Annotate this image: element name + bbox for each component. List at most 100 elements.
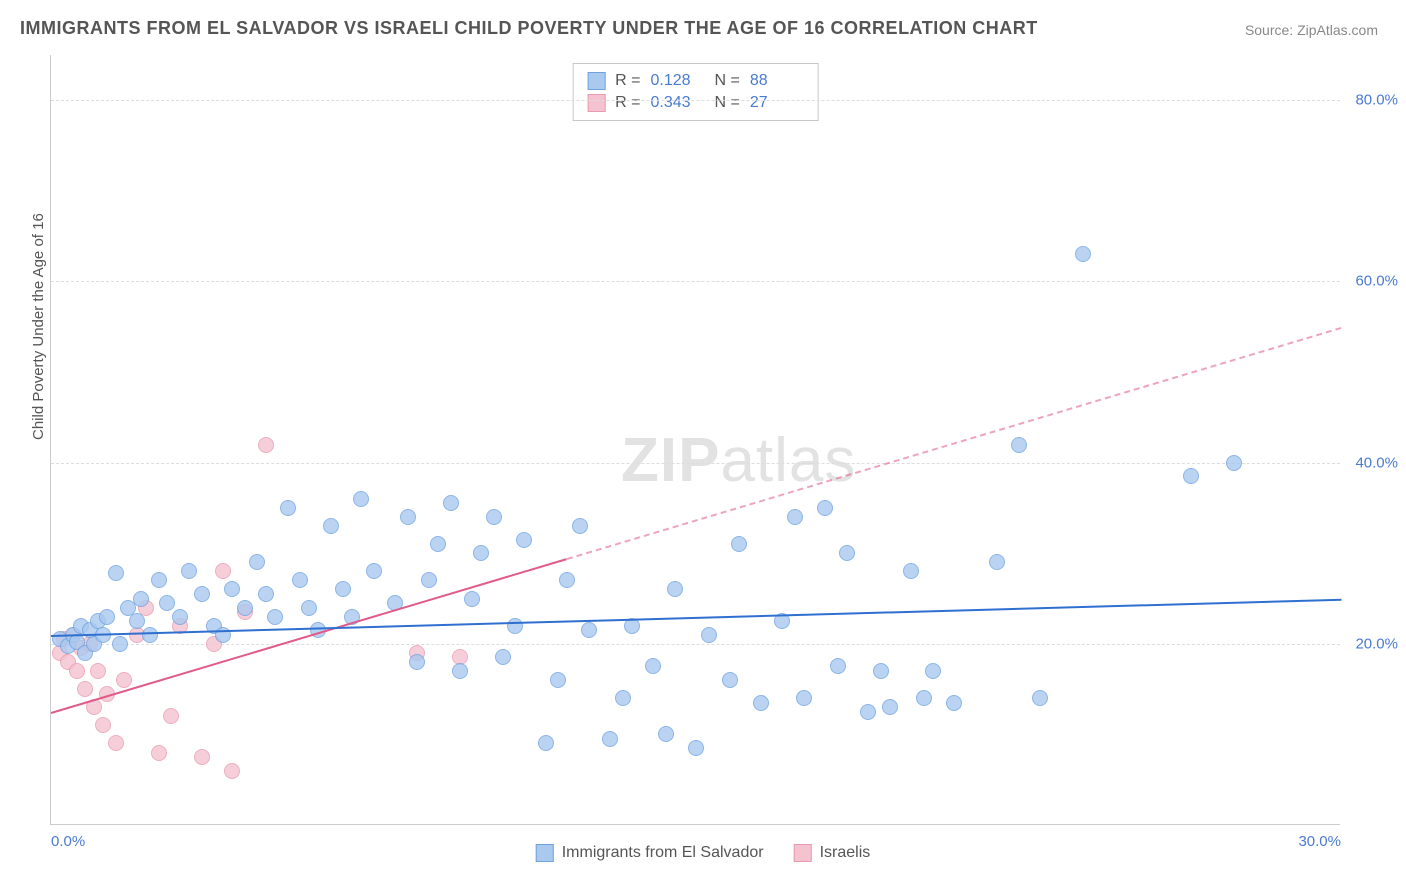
scatter-point <box>645 658 661 674</box>
scatter-point <box>495 649 511 665</box>
scatter-point <box>224 763 240 779</box>
n-value-1: 27 <box>750 94 804 112</box>
x-tick-label: 0.0% <box>51 833 85 850</box>
gridline <box>51 281 1340 282</box>
swatch-series-1 <box>587 94 605 112</box>
scatter-point <box>95 717 111 733</box>
scatter-point <box>133 591 149 607</box>
scatter-point <box>292 572 308 588</box>
y-axis-title: Child Poverty Under the Age of 16 <box>30 213 47 440</box>
scatter-point <box>194 586 210 602</box>
scatter-point <box>172 609 188 625</box>
n-label: N = <box>715 72 740 90</box>
scatter-point <box>1032 690 1048 706</box>
scatter-point <box>400 509 416 525</box>
scatter-point <box>946 695 962 711</box>
scatter-point <box>108 735 124 751</box>
scatter-point <box>516 532 532 548</box>
scatter-point <box>550 672 566 688</box>
scatter-point <box>267 609 283 625</box>
scatter-point <box>151 572 167 588</box>
stats-row-series-1: R = 0.343 N = 27 <box>587 92 804 114</box>
scatter-point <box>151 745 167 761</box>
legend-label-0: Immigrants from El Salvador <box>562 844 764 862</box>
scatter-point <box>224 581 240 597</box>
scatter-point <box>1075 246 1091 262</box>
scatter-point <box>538 735 554 751</box>
scatter-point <box>602 731 618 747</box>
scatter-point <box>280 500 296 516</box>
scatter-point <box>301 600 317 616</box>
scatter-point <box>108 565 124 581</box>
stats-row-series-0: R = 0.128 N = 88 <box>587 70 804 92</box>
scatter-point <box>129 613 145 629</box>
scatter-point <box>916 690 932 706</box>
scatter-point <box>430 536 446 552</box>
scatter-point <box>507 618 523 634</box>
scatter-point <box>925 663 941 679</box>
scatter-point <box>1226 455 1242 471</box>
scatter-point <box>473 545 489 561</box>
y-tick-label: 60.0% <box>1355 273 1398 290</box>
stats-legend: R = 0.128 N = 88 R = 0.343 N = 27 <box>572 63 819 121</box>
scatter-point <box>249 554 265 570</box>
swatch-series-1 <box>794 844 812 862</box>
y-tick-label: 40.0% <box>1355 454 1398 471</box>
scatter-point <box>116 672 132 688</box>
scatter-point <box>581 622 597 638</box>
scatter-point <box>464 591 480 607</box>
gridline <box>51 100 1340 101</box>
y-tick-label: 80.0% <box>1355 92 1398 109</box>
scatter-point <box>658 726 674 742</box>
scatter-point <box>830 658 846 674</box>
plot-area: ZIPatlas R = 0.128 N = 88 R = 0.343 N = … <box>50 55 1340 825</box>
scatter-point <box>839 545 855 561</box>
scatter-point <box>1011 437 1027 453</box>
scatter-point <box>860 704 876 720</box>
r-value-1: 0.343 <box>651 94 705 112</box>
scatter-point <box>112 636 128 652</box>
scatter-point <box>77 681 93 697</box>
y-tick-label: 20.0% <box>1355 635 1398 652</box>
scatter-point <box>443 495 459 511</box>
scatter-point <box>817 500 833 516</box>
r-label: R = <box>615 72 640 90</box>
scatter-point <box>731 536 747 552</box>
legend-item-1: Israelis <box>794 844 871 862</box>
scatter-point <box>159 595 175 611</box>
scatter-point <box>796 690 812 706</box>
scatter-point <box>722 672 738 688</box>
swatch-series-0 <box>536 844 554 862</box>
scatter-point <box>215 563 231 579</box>
scatter-point <box>163 708 179 724</box>
scatter-point <box>452 663 468 679</box>
scatter-point <box>237 600 253 616</box>
scatter-point <box>353 491 369 507</box>
legend-label-1: Israelis <box>820 844 871 862</box>
scatter-point <box>873 663 889 679</box>
scatter-point <box>753 695 769 711</box>
chart-title: IMMIGRANTS FROM EL SALVADOR VS ISRAELI C… <box>20 18 1038 39</box>
swatch-series-0 <box>587 72 605 90</box>
scatter-point <box>258 437 274 453</box>
scatter-point <box>99 609 115 625</box>
scatter-point <box>701 627 717 643</box>
bottom-legend: Immigrants from El Salvador Israelis <box>536 844 871 862</box>
scatter-point <box>667 581 683 597</box>
scatter-point <box>323 518 339 534</box>
scatter-point <box>258 586 274 602</box>
scatter-point <box>688 740 704 756</box>
r-label: R = <box>615 94 640 112</box>
x-tick-label: 30.0% <box>1298 833 1341 850</box>
scatter-point <box>90 663 106 679</box>
scatter-point <box>335 581 351 597</box>
scatter-point <box>366 563 382 579</box>
r-value-0: 0.128 <box>651 72 705 90</box>
scatter-point <box>69 663 85 679</box>
scatter-point <box>181 563 197 579</box>
scatter-point <box>1183 468 1199 484</box>
scatter-point <box>194 749 210 765</box>
scatter-point <box>989 554 1005 570</box>
scatter-point <box>882 699 898 715</box>
source-label: Source: ZipAtlas.com <box>1245 22 1378 38</box>
